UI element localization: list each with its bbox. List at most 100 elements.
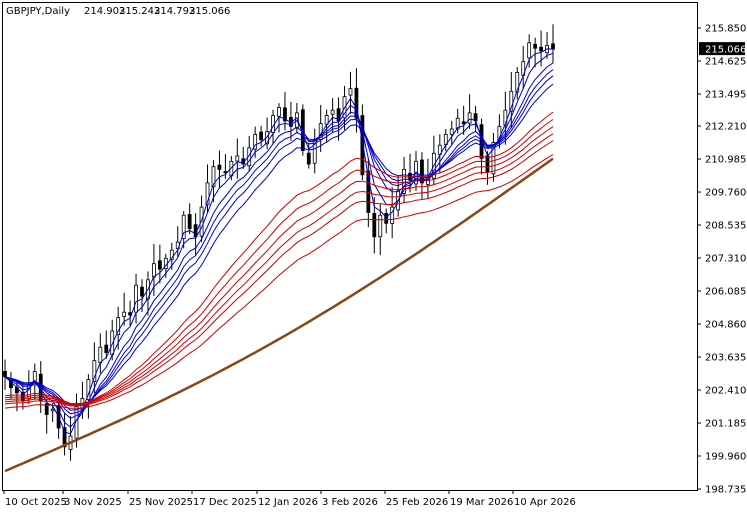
candle-body — [527, 42, 532, 59]
candle-body — [491, 142, 496, 175]
candle — [461, 105, 466, 136]
candle-body — [157, 260, 162, 270]
candle — [122, 292, 127, 326]
ma-line-50 — [4, 140, 554, 407]
ma-line-30 — [4, 111, 554, 405]
ohlc-low: 214.793 — [154, 6, 195, 17]
candle — [420, 152, 424, 199]
symbol-title: GBPJPY,Daily — [6, 6, 70, 17]
time-tick-label: 3 Feb 2026 — [322, 497, 378, 508]
candle — [354, 68, 359, 133]
candle — [62, 412, 67, 456]
candle-body — [181, 214, 186, 239]
candles-layer — [3, 24, 555, 461]
price-tick-label: 198.735 — [705, 485, 746, 496]
candle-body — [515, 72, 520, 93]
candle — [157, 244, 162, 284]
price-tick-label: 208.535 — [705, 221, 746, 232]
ma-line-35 — [4, 119, 554, 405]
candle — [205, 164, 210, 214]
price-tick-label: 209.760 — [705, 188, 746, 199]
candle-body — [92, 360, 97, 383]
candle — [348, 71, 353, 114]
candle — [277, 103, 281, 133]
candle — [235, 138, 240, 179]
candle — [384, 208, 389, 234]
candle — [259, 125, 264, 147]
candle-body — [152, 263, 156, 278]
ma-line-45 — [4, 133, 554, 406]
candle — [378, 203, 383, 256]
time-tick-label: 12 Jan 2026 — [258, 497, 318, 508]
candle-body — [354, 87, 359, 119]
candle-body — [390, 206, 395, 224]
candle-body — [372, 212, 377, 238]
candle-body — [533, 43, 538, 49]
moving-averages-layer — [4, 48, 554, 473]
ma-line-3 — [4, 48, 554, 435]
price-axis: 215.850 214.625 213.495 212.210 210.985 209.7… — [697, 24, 746, 496]
candle-body — [217, 164, 222, 170]
candle-body — [169, 249, 174, 260]
candle — [491, 132, 496, 182]
time-tick-label: 3 Nov 2025 — [64, 497, 122, 508]
chart-header: GBPJPY,Daily 214.903 215.243 214.793 215… — [6, 6, 230, 17]
candle-body — [44, 403, 49, 415]
candle — [181, 211, 186, 249]
candle-body — [509, 90, 514, 112]
candle-body — [187, 214, 192, 230]
candle — [217, 150, 222, 188]
price-tick-label: 213.495 — [705, 89, 746, 100]
candle-body — [98, 346, 103, 364]
time-tick-label: 19 Mar 2026 — [450, 497, 513, 508]
time-tick-label: 10 Oct 2025 — [5, 497, 67, 508]
candle-body — [461, 121, 466, 125]
candle-body — [449, 128, 454, 135]
candle — [92, 342, 97, 394]
plot-frame — [2, 2, 698, 491]
candle-body — [455, 117, 460, 130]
price-tick-label: 203.635 — [705, 353, 746, 364]
price-tick-label: 199.960 — [705, 452, 746, 463]
price-tick-label: 207.310 — [705, 254, 746, 265]
candle-body — [384, 213, 389, 224]
ohlc-high: 215.243 — [119, 6, 160, 17]
candle-body — [223, 171, 228, 173]
candle-body — [122, 311, 127, 317]
ma-line-60 — [4, 154, 554, 409]
candle-body — [32, 371, 37, 386]
candle-body — [140, 286, 144, 297]
candle — [527, 34, 532, 68]
candle-body — [211, 166, 216, 188]
candle-body — [3, 371, 7, 378]
candle-body — [336, 108, 341, 122]
time-tick-label: 17 Dec 2025 — [193, 497, 257, 508]
candle-body — [503, 109, 508, 126]
ma-line-8 — [4, 62, 554, 419]
candle-body — [134, 284, 138, 313]
candle-body — [277, 107, 281, 117]
candle-body — [467, 112, 472, 124]
candle-body — [348, 88, 353, 96]
ohlc-close: 215.066 — [189, 6, 230, 17]
price-tick-label: 214.625 — [705, 56, 746, 67]
time-tick-label: 25 Nov 2025 — [129, 497, 193, 508]
ohlc-open: 214.903 — [84, 6, 125, 17]
candle — [211, 160, 216, 203]
candle-body — [62, 427, 67, 448]
candle-body — [104, 344, 109, 353]
candle-body — [485, 155, 490, 173]
candle — [515, 67, 520, 100]
ma-line-10 — [4, 69, 554, 415]
candle-body — [539, 46, 543, 52]
ma-line-200 — [4, 157, 554, 473]
candle-body — [259, 131, 264, 141]
candle-body — [235, 155, 240, 162]
candle-body — [420, 159, 424, 184]
ma-line-40 — [4, 126, 554, 405]
candle — [533, 37, 538, 68]
time-tick-label: 10 Apr 2026 — [514, 497, 576, 508]
